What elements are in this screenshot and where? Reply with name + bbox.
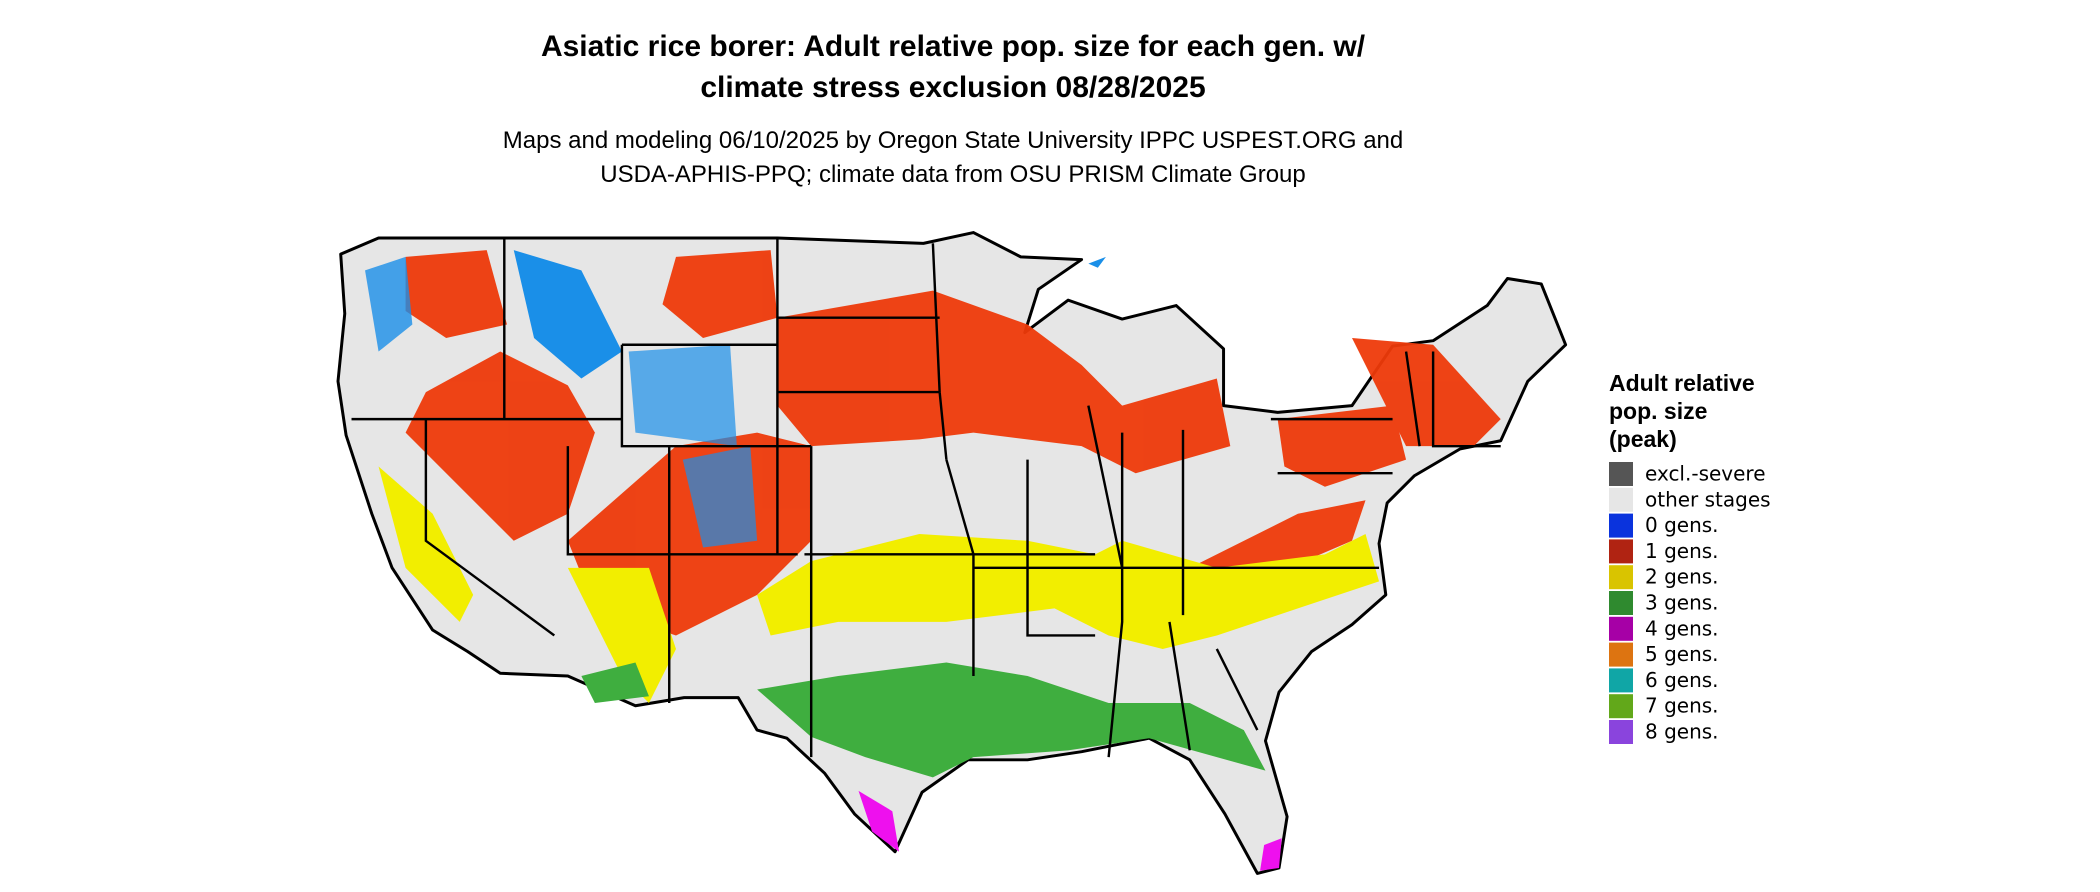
legend-title: pop. size (1609, 398, 1707, 424)
legend-label: 7 gens. (1645, 694, 1719, 718)
legend-label: 5 gens. (1645, 642, 1719, 666)
region (662, 250, 778, 338)
legend-label: 4 gens. (1645, 616, 1719, 640)
region (1088, 256, 1106, 268)
region (513, 250, 622, 379)
region (777, 290, 1231, 474)
chart-subtitle: USDA-APHIS-PPQ; climate data from OSU PR… (600, 161, 1306, 188)
legend-label: 3 gens. (1645, 591, 1719, 615)
legend-swatch (1609, 616, 1633, 641)
region (1260, 838, 1282, 871)
legend-swatch (1609, 462, 1633, 486)
legend-label: 1 gens. (1645, 539, 1719, 563)
legend-label: 8 gens. (1645, 720, 1719, 744)
state-line (351, 237, 1501, 758)
region (1277, 405, 1407, 487)
yellow-regions (378, 466, 1380, 704)
region (682, 446, 758, 548)
region (858, 790, 900, 852)
legend-swatch (1609, 720, 1633, 744)
state-borders (351, 237, 1501, 758)
region (405, 250, 507, 338)
region (1352, 338, 1501, 447)
green-regions (581, 662, 1266, 778)
legend-swatch (1609, 642, 1633, 667)
legend-swatch (1609, 539, 1633, 564)
legend-label: 2 gens. (1645, 565, 1719, 589)
legend-swatch (1609, 668, 1633, 693)
legend-label: excl.-severe (1645, 462, 1766, 486)
region (581, 662, 649, 704)
titles: Asiatic rice borer: Adult relative pop. … (503, 30, 1403, 188)
chart-title: climate stress exclusion 08/28/2025 (700, 71, 1205, 104)
chart-subtitle: Maps and modeling 06/10/2025 by Oregon S… (503, 127, 1403, 154)
region (378, 466, 474, 622)
legend-swatch (1609, 565, 1633, 590)
region (628, 344, 737, 447)
legend-swatch (1609, 694, 1633, 719)
region (405, 351, 595, 541)
map (336, 231, 1568, 875)
region (757, 662, 1266, 778)
legend-swatch (1609, 487, 1633, 512)
legend-label: 6 gens. (1645, 668, 1719, 692)
legend-title: Adult relative (1609, 370, 1755, 396)
chart-title: Asiatic rice borer: Adult relative pop. … (541, 30, 1366, 63)
legend-title: (peak) (1609, 426, 1677, 452)
region (567, 567, 676, 704)
region (757, 534, 1380, 649)
legend-swatch (1609, 591, 1633, 615)
region (365, 256, 413, 352)
legend-label: other stages (1645, 487, 1771, 511)
legend-label: 0 gens. (1645, 513, 1719, 537)
magenta-regions (858, 790, 1282, 871)
legend-swatch (1609, 513, 1633, 538)
region (1189, 500, 1366, 582)
blue-regions (365, 250, 1106, 548)
